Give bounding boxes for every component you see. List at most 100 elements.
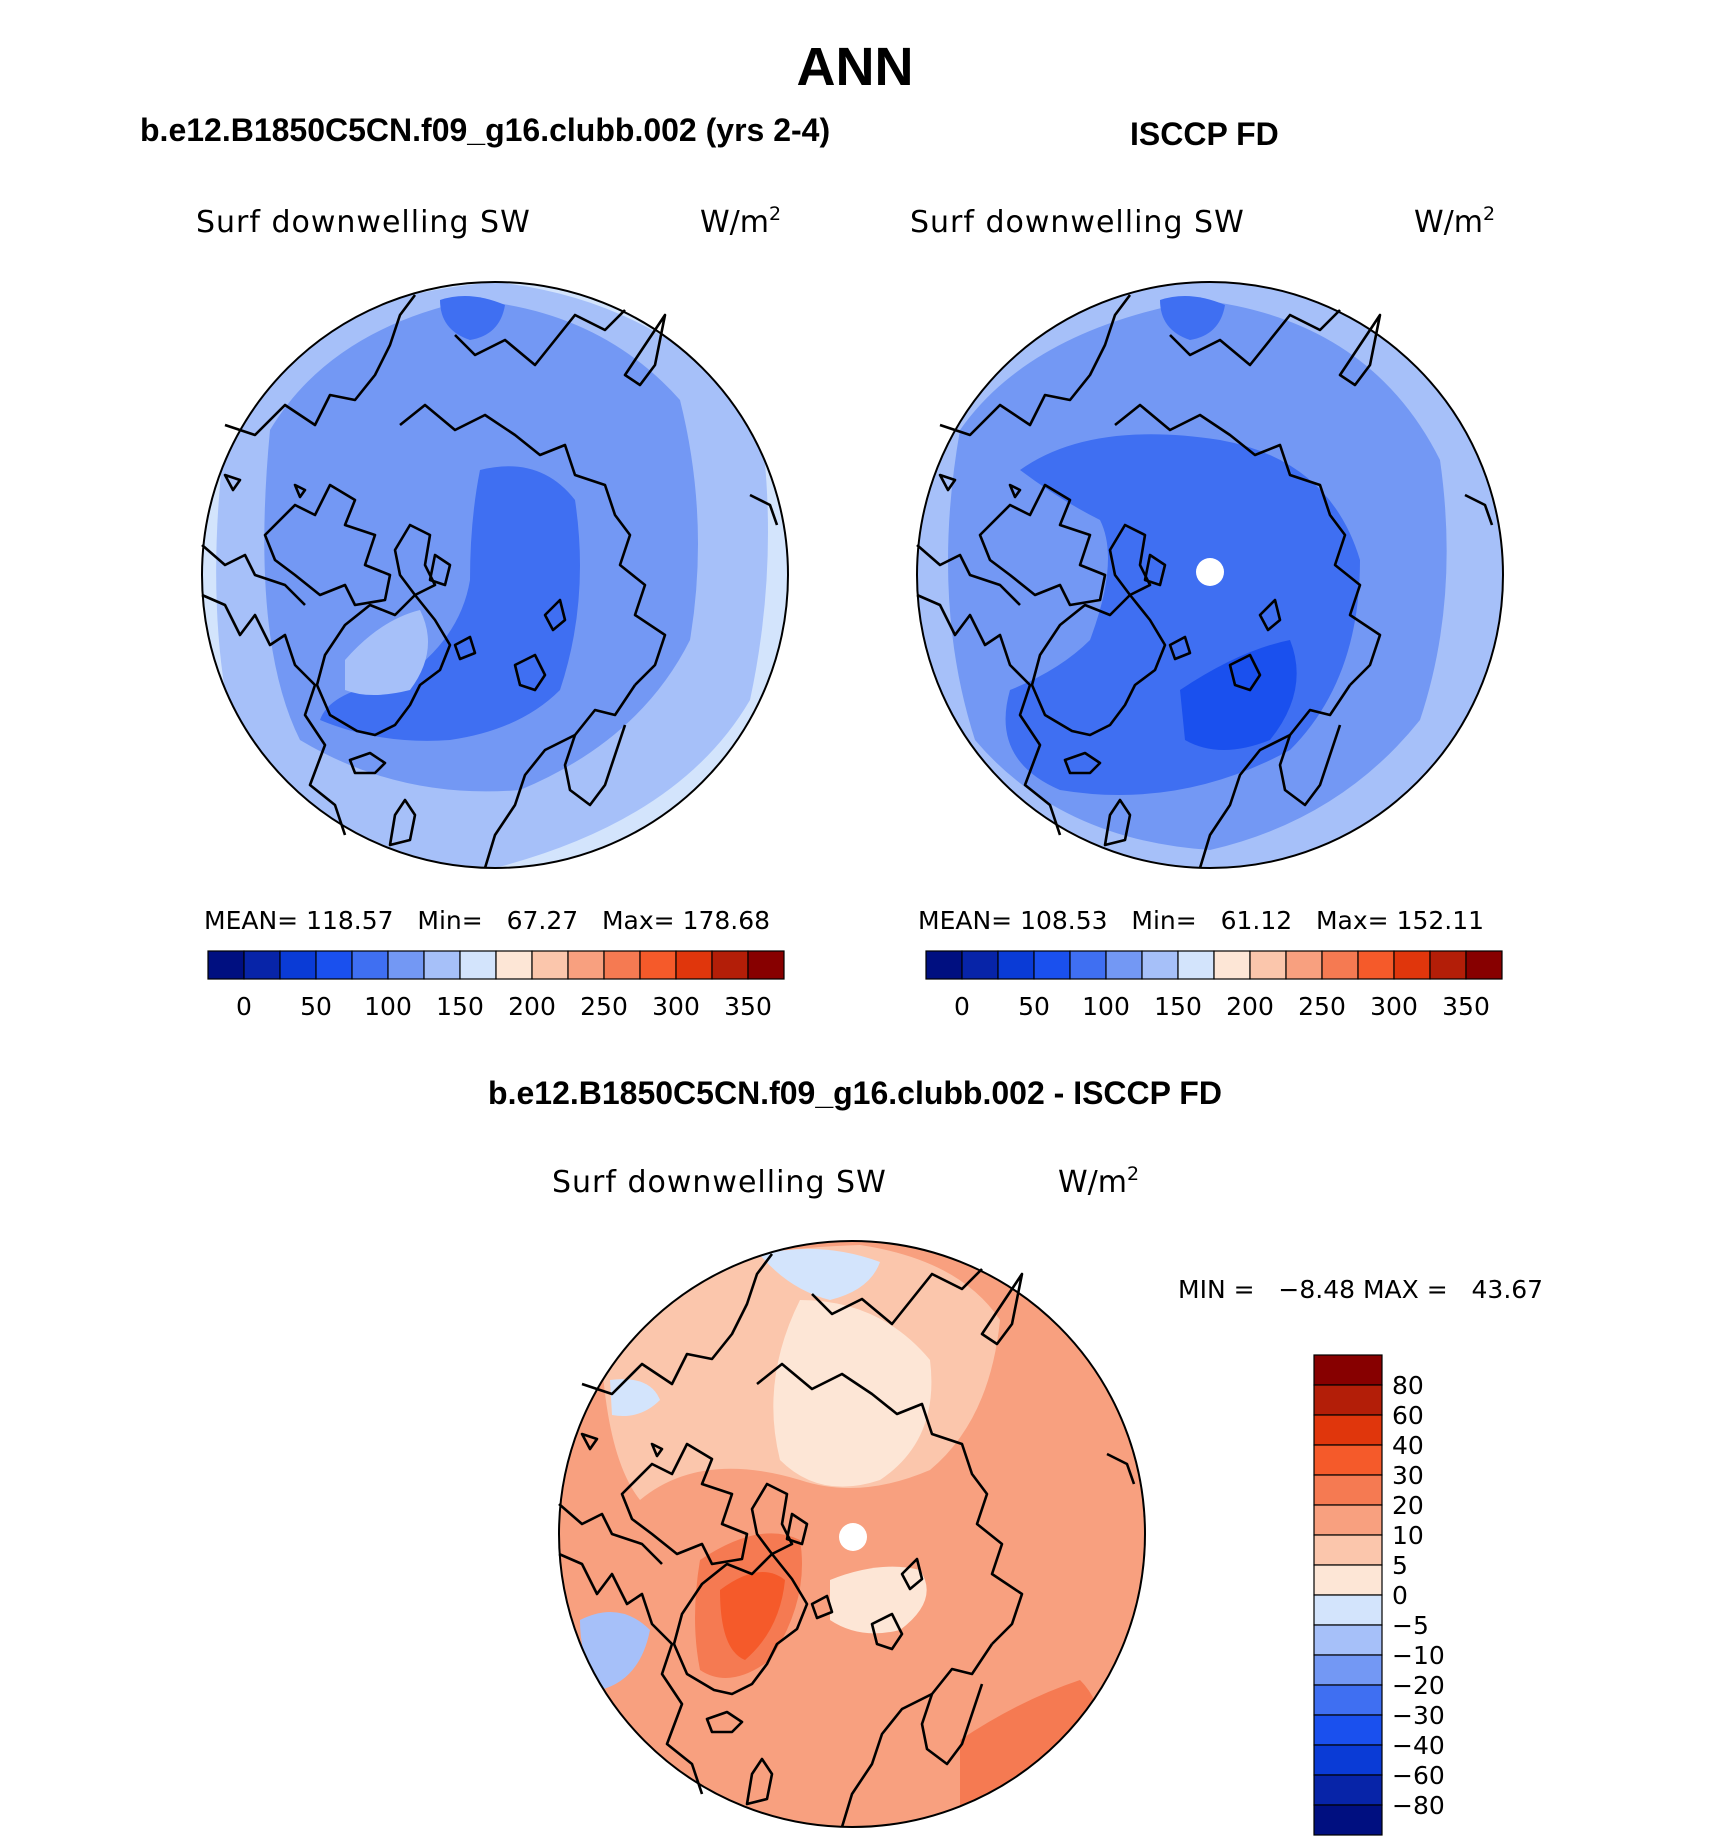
colorbar-diff-swatch-7 xyxy=(1313,1564,1383,1596)
colorbar-model-swatch-15 xyxy=(747,950,785,980)
colorbar-diff-tick-12: −40 xyxy=(1392,1731,1445,1760)
colorbar-diff-tick-0: 80 xyxy=(1392,1371,1424,1400)
colorbar-obs-swatch-12 xyxy=(1357,950,1395,980)
map-obs-level-75-100-b xyxy=(1160,296,1225,340)
units-diff-base: W/m xyxy=(1058,1165,1127,1200)
page-title: ANN xyxy=(796,37,914,97)
colorbar-obs-swatch-3 xyxy=(1033,950,1071,980)
colorbar-diff-tick-5: 10 xyxy=(1392,1521,1424,1550)
stats-obs-min: 61.12 xyxy=(1220,906,1293,935)
colorbar-model-tick-5: 250 xyxy=(580,992,628,1021)
colorbar-obs-swatch-9 xyxy=(1249,950,1287,980)
stats-model-min-label: Min= xyxy=(417,906,483,935)
colorbar-model-swatch-12 xyxy=(639,950,677,980)
colorbar-model-swatch-14 xyxy=(711,950,749,980)
colorbar-diff-swatch-14 xyxy=(1313,1774,1383,1806)
stats-model-min: 67.27 xyxy=(506,906,579,935)
colorbar-model-swatch-1 xyxy=(243,950,281,980)
colorbar-diff-swatch-2 xyxy=(1313,1414,1383,1446)
field-label-model: Surf downwelling SW xyxy=(196,205,531,240)
map-diff-level-neg5-0-a xyxy=(760,1248,880,1300)
colorbar-obs-tick-4: 200 xyxy=(1226,992,1274,1021)
colorbar-diff-tick-1: 60 xyxy=(1392,1401,1424,1430)
colorbar-diff-tick-10: −20 xyxy=(1392,1671,1445,1700)
colorbar-diff-swatch-6 xyxy=(1313,1534,1383,1566)
colorbar-diff-swatch-1 xyxy=(1313,1384,1383,1416)
field-label-obs: Surf downwelling SW xyxy=(910,205,1245,240)
stats-model-max: 178.68 xyxy=(682,906,771,935)
colorbar-diff-tick-13: −60 xyxy=(1392,1761,1445,1790)
colorbar-diff-swatch-5 xyxy=(1313,1504,1383,1536)
colorbar-model-swatch-3 xyxy=(315,950,353,980)
colorbar-diff-tick-7: 0 xyxy=(1392,1581,1408,1610)
map-diff-level-30-40 xyxy=(720,1572,785,1660)
colorbar-model-tick-6: 300 xyxy=(652,992,700,1021)
map-obs-level-50-75 xyxy=(1180,640,1297,750)
map-diff-level-neg5-0-b xyxy=(610,1379,660,1416)
field-label-diff: Surf downwelling SW xyxy=(552,1165,887,1200)
colorbar-diff-swatch-13 xyxy=(1313,1744,1383,1776)
colorbar-model-swatch-7 xyxy=(459,950,497,980)
map-diff-pole-gap xyxy=(839,1523,867,1551)
colorbar-model-swatch-11 xyxy=(603,950,641,980)
colorbar-obs-tick-1: 50 xyxy=(1018,992,1050,1021)
colorbar-model-tick-0: 0 xyxy=(236,992,252,1021)
colorbar-diff-tick-8: −5 xyxy=(1392,1611,1429,1640)
colorbar-diff-tick-2: 40 xyxy=(1392,1431,1424,1460)
stats-obs-max-label: Max= xyxy=(1315,906,1389,935)
colorbar-diff-tick-6: 5 xyxy=(1392,1551,1408,1580)
colorbar-diff-swatch-10 xyxy=(1313,1654,1383,1686)
map-obs xyxy=(915,281,1504,870)
colorbar-model-swatch-5 xyxy=(387,950,425,980)
colorbar-diff-swatch-4 xyxy=(1313,1474,1383,1506)
colorbar-diff-swatch-11 xyxy=(1313,1684,1383,1716)
panel-title-obs: ISCCP FD xyxy=(1130,116,1279,152)
colorbar-obs-swatch-11 xyxy=(1321,950,1359,980)
panel-title-model: b.e12.B1850C5CN.f09_g16.clubb.002 (yrs 2… xyxy=(140,112,831,148)
colorbar-obs-swatch-14 xyxy=(1429,950,1467,980)
units-model-exp: 2 xyxy=(769,203,782,225)
colorbar-obs-tick-6: 300 xyxy=(1370,992,1418,1021)
stats-diff-max: 43.67 xyxy=(1471,1275,1544,1304)
stats-obs-mean-label: MEAN= xyxy=(918,906,1013,935)
map-diff-level-neg10-neg5 xyxy=(580,1612,650,1690)
colorbar-obs-tick-5: 250 xyxy=(1298,992,1346,1021)
colorbar-diff-swatch-8 xyxy=(1313,1594,1383,1626)
colorbar-model-tick-3: 150 xyxy=(436,992,484,1021)
colorbar-model: 0 50 100 150 200 250 300 350 xyxy=(207,950,785,1021)
colorbar-obs-swatch-13 xyxy=(1393,950,1431,980)
stats-obs-max: 152.11 xyxy=(1396,906,1485,935)
colorbar-model-swatch-10 xyxy=(567,950,605,980)
map-model-greenland-high xyxy=(345,610,428,695)
units-diff: W/m2 xyxy=(1058,1163,1139,1200)
units-obs: W/m2 xyxy=(1414,203,1495,240)
colorbar-model-swatch-8 xyxy=(495,950,533,980)
colorbar-obs-swatch-6 xyxy=(1141,950,1179,980)
colorbar-obs-tick-3: 150 xyxy=(1154,992,1202,1021)
colorbar-obs-swatch-5 xyxy=(1105,950,1143,980)
colorbar-model-swatch-0 xyxy=(207,950,245,980)
stats-diff-max-label: MAX = xyxy=(1362,1275,1448,1304)
colorbar-model-swatch-13 xyxy=(675,950,713,980)
stats-obs: MEAN= 108.53 Min= 61.12 Max= 152.11 xyxy=(918,906,1484,935)
map-model xyxy=(200,281,789,870)
stats-model: MEAN= 118.57 Min= 67.27 Max= 178.68 xyxy=(204,906,770,935)
stats-obs-min-label: Min= xyxy=(1131,906,1197,935)
map-model-level-75-100-b xyxy=(320,466,580,741)
colorbar-obs: 0 50 100 150 200 250 300 350 xyxy=(925,950,1503,1021)
colorbar-obs-swatch-2 xyxy=(997,950,1035,980)
colorbar-diff-tick-9: −10 xyxy=(1392,1641,1445,1670)
colorbar-obs-swatch-0 xyxy=(925,950,963,980)
colorbar-diff-tick-3: 30 xyxy=(1392,1461,1424,1490)
stats-diff-min-label: MIN = xyxy=(1178,1275,1255,1304)
colorbar-model-tick-2: 100 xyxy=(364,992,412,1021)
colorbar-model-swatch-9 xyxy=(531,950,569,980)
map-model-level-75-100-a xyxy=(440,296,505,340)
units-obs-base: W/m xyxy=(1414,205,1483,240)
stats-model-mean: 118.57 xyxy=(306,906,394,935)
map-diff xyxy=(557,1240,1146,1829)
colorbar-obs-swatch-4 xyxy=(1069,950,1107,980)
colorbar-model-swatch-2 xyxy=(279,950,317,980)
stats-diff: MIN = −8.48 MAX = 43.67 xyxy=(1178,1275,1543,1304)
